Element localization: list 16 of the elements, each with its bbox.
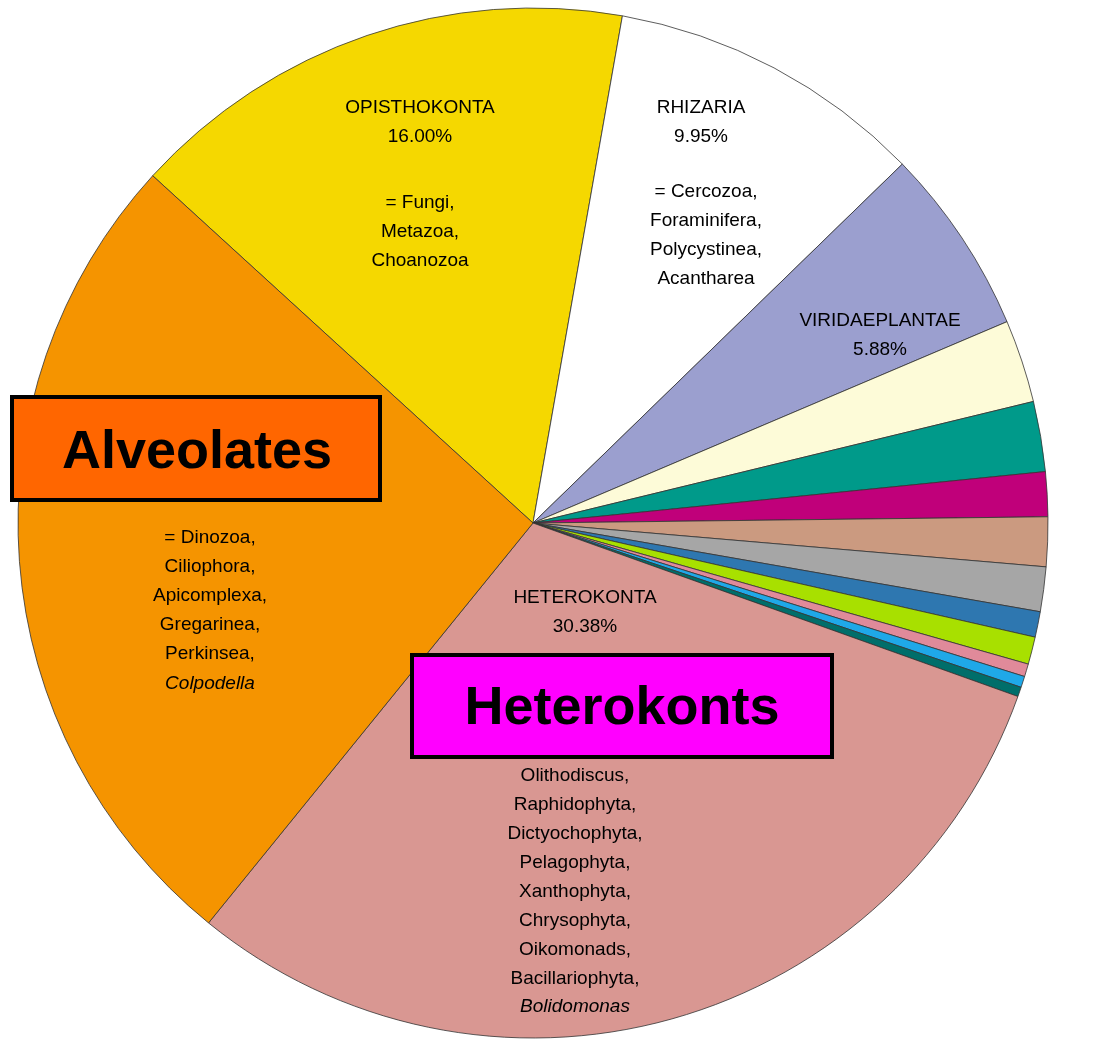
data-label: 16.00% xyxy=(387,125,453,146)
text: Heterokonts xyxy=(464,675,780,735)
slice-label: HETEROKONTA xyxy=(513,586,657,607)
text: Alveolates xyxy=(61,419,333,479)
text: = Cercozoa, Foraminifera, Polycystinea, Acantharea xyxy=(650,180,762,288)
slice-label: RHIZARIA xyxy=(656,96,746,117)
data-label: 30.38% xyxy=(552,615,618,636)
text: = Fungi, Metazoa, Choanozoa xyxy=(371,191,470,270)
data-label: 5.88% xyxy=(853,338,908,359)
text: Colpodella xyxy=(165,672,255,693)
data-label: 9.95% xyxy=(674,125,729,146)
slice-label: VIRIDAEPLANTAE xyxy=(799,309,961,330)
text: Olithodiscus, Raphidophyta, Dictyochophyta, Pelagophyta, Xanthophyta, Chrysophyta, Oikomonads, Bacillariophyta, xyxy=(507,764,643,988)
text: = Dinozoa, Ciliophora, Apicomplexa, Gregarinea, Perkinsea, xyxy=(152,526,268,663)
text: Bolidomonas xyxy=(520,995,631,1016)
slice-label: OPISTHOKONTA xyxy=(345,96,496,117)
